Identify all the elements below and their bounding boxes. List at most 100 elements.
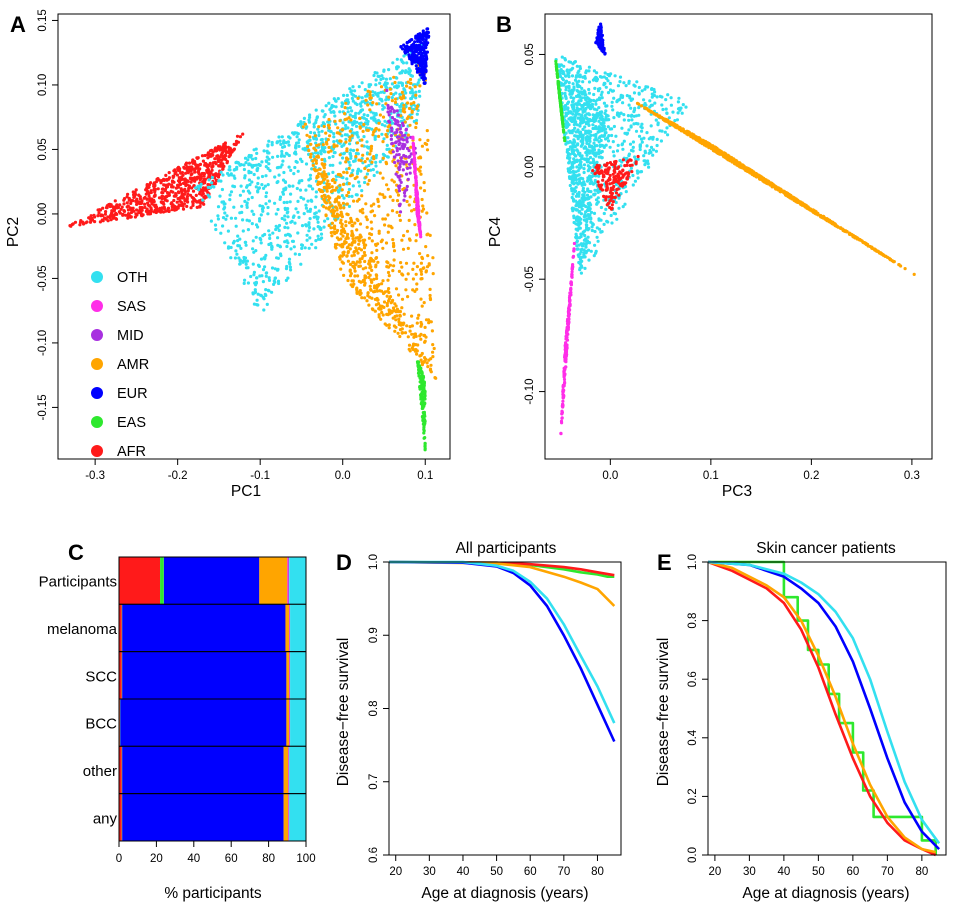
- point-amr: [370, 296, 374, 300]
- point-afr: [143, 205, 147, 209]
- point-amr: [333, 245, 337, 249]
- point-amr: [414, 239, 418, 243]
- point-oth: [365, 172, 369, 176]
- point-afr: [169, 189, 173, 193]
- point-afr: [161, 206, 165, 210]
- point-oth: [304, 126, 308, 130]
- point-oth: [369, 168, 373, 172]
- point-oth: [353, 131, 357, 135]
- point-eur: [423, 81, 427, 85]
- point-amr: [396, 310, 400, 314]
- point-afr: [162, 183, 166, 187]
- point-mid: [399, 180, 403, 184]
- point-oth: [234, 249, 238, 253]
- point-amr: [381, 279, 385, 283]
- point-oth: [623, 202, 627, 206]
- point-amr: [329, 226, 333, 230]
- point-oth: [588, 207, 592, 211]
- point-oth: [592, 193, 596, 197]
- point-afr: [172, 198, 176, 203]
- point-afr: [172, 169, 176, 173]
- point-oth: [283, 240, 287, 244]
- point-eas: [418, 380, 422, 384]
- point-oth: [400, 69, 405, 73]
- panel-a-plot: -0.3 -0.2 -0.1 0.0 0.1-0.15-0.10-0.050.000.0…: [37, 9, 451, 482]
- point-oth: [651, 153, 655, 157]
- point-amr: [386, 270, 391, 275]
- point-oth: [282, 200, 286, 205]
- point-amr: [434, 376, 438, 380]
- point-oth: [261, 280, 265, 284]
- point-amr: [327, 117, 331, 122]
- point-amr: [422, 266, 426, 270]
- point-afr: [211, 164, 215, 168]
- point-oth: [647, 165, 651, 169]
- point-amr: [366, 291, 370, 295]
- point-oth: [593, 243, 597, 247]
- point-oth: [340, 101, 344, 105]
- point-oth: [592, 92, 596, 97]
- point-oth: [380, 132, 384, 136]
- point-eas: [419, 396, 423, 400]
- point-amr: [419, 268, 423, 272]
- point-afr: [165, 178, 169, 182]
- point-oth: [264, 274, 268, 278]
- point-oth: [261, 268, 266, 272]
- point-oth: [229, 173, 233, 177]
- point-eur: [410, 60, 414, 64]
- point-mid: [395, 149, 399, 153]
- point-oth: [597, 119, 601, 123]
- point-oth: [267, 278, 272, 282]
- point-amr: [342, 253, 346, 257]
- point-mid: [387, 106, 391, 110]
- point-amr: [383, 322, 387, 326]
- point-afr: [208, 161, 212, 165]
- point-oth: [599, 93, 603, 97]
- point-amr: [424, 245, 428, 249]
- point-oth: [560, 55, 564, 59]
- point-amr: [366, 168, 370, 172]
- point-oth: [349, 148, 353, 152]
- point-oth: [262, 297, 266, 301]
- point-amr: [384, 102, 388, 106]
- point-oth: [589, 210, 594, 214]
- point-oth: [296, 169, 300, 173]
- point-eur: [418, 73, 422, 77]
- point-afr: [122, 198, 126, 202]
- point-amr: [366, 294, 370, 298]
- legend-dot-mid: [91, 329, 103, 341]
- point-oth: [608, 88, 613, 92]
- point-oth: [596, 239, 600, 243]
- point-oth: [351, 184, 355, 188]
- point-oth: [606, 72, 610, 77]
- point-amr: [401, 247, 406, 251]
- point-oth: [245, 184, 249, 188]
- point-oth: [414, 90, 418, 94]
- point-amr: [357, 238, 361, 242]
- point-oth: [285, 200, 289, 204]
- point-amr: [340, 215, 344, 219]
- point-mid: [395, 146, 399, 150]
- point-afr: [140, 214, 144, 218]
- point-oth: [229, 216, 233, 220]
- point-oth: [655, 143, 659, 148]
- point-amr: [417, 313, 421, 317]
- point-amr: [420, 197, 424, 202]
- point-afr: [208, 172, 212, 176]
- point-oth: [578, 226, 582, 230]
- point-oth: [340, 194, 344, 198]
- point-oth: [583, 190, 587, 194]
- point-oth: [660, 95, 664, 99]
- point-oth: [359, 109, 363, 113]
- point-oth: [615, 149, 620, 153]
- point-oth: [247, 155, 251, 159]
- point-amr: [419, 324, 423, 328]
- point-oth: [634, 129, 639, 133]
- point-amr: [394, 164, 398, 168]
- point-oth: [316, 215, 320, 219]
- point-amr: [365, 218, 369, 222]
- point-amr: [380, 289, 384, 293]
- point-oth: [243, 256, 248, 260]
- point-oth: [267, 242, 271, 247]
- point-amr: [404, 277, 408, 281]
